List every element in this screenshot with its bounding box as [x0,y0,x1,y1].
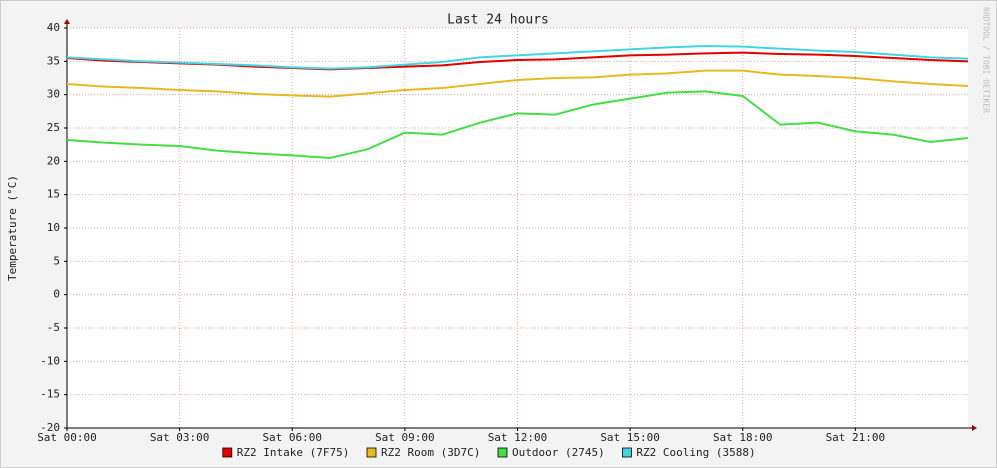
legend-swatch [622,447,632,458]
x-axis-arrow [972,425,977,431]
series-line [66,44,969,70]
legend-swatch [366,447,377,458]
y-axis-arrow [64,19,70,24]
chart-title: Last 24 hours [447,13,549,28]
x-tick-label: Sat 00:00 [37,431,97,444]
legend-label: RZ2 Cooling (3588) [636,446,755,459]
y-tick-label: 5 [53,254,60,267]
y-tick-label: 15 [47,188,60,201]
y-tick-label: 20 [47,154,60,167]
x-tick-label: Sat 09:00 [375,431,435,444]
x-tick-label: Sat 12:00 [488,431,548,444]
y-tick-label: 25 [47,121,60,134]
y-tick-label: 0 [53,288,60,301]
y-tick-label: 30 [47,88,60,101]
y-tick-label: -10 [40,354,60,367]
series-line [66,90,969,160]
series-line [66,69,969,98]
y-tick-label: 10 [47,221,60,234]
y-tick-label: 40 [47,21,60,34]
x-tick-label: Sat 06:00 [262,431,322,444]
y-tick-label: -20 [40,421,60,434]
watermark: RRDTOOL / TOBI OETIKER [982,7,991,113]
x-tick-label: Sat 21:00 [826,431,886,444]
legend-label: Outdoor (2745) [512,446,605,459]
legend-swatch [497,447,508,458]
legend-label: RZ2 Room (3D7C) [381,446,480,459]
x-tick-label: Sat 18:00 [713,431,773,444]
y-tick-label: -5 [47,321,60,334]
legend-label: RZ2 Intake (7F75) [237,446,350,459]
x-tick-label: Sat 03:00 [150,431,210,444]
x-tick-label: Sat 15:00 [600,431,660,444]
y-tick-label: 35 [47,54,60,67]
y-tick-label: -15 [40,388,60,401]
y-axis-label: Temperature (°C) [6,175,19,281]
legend-swatch [222,447,233,458]
